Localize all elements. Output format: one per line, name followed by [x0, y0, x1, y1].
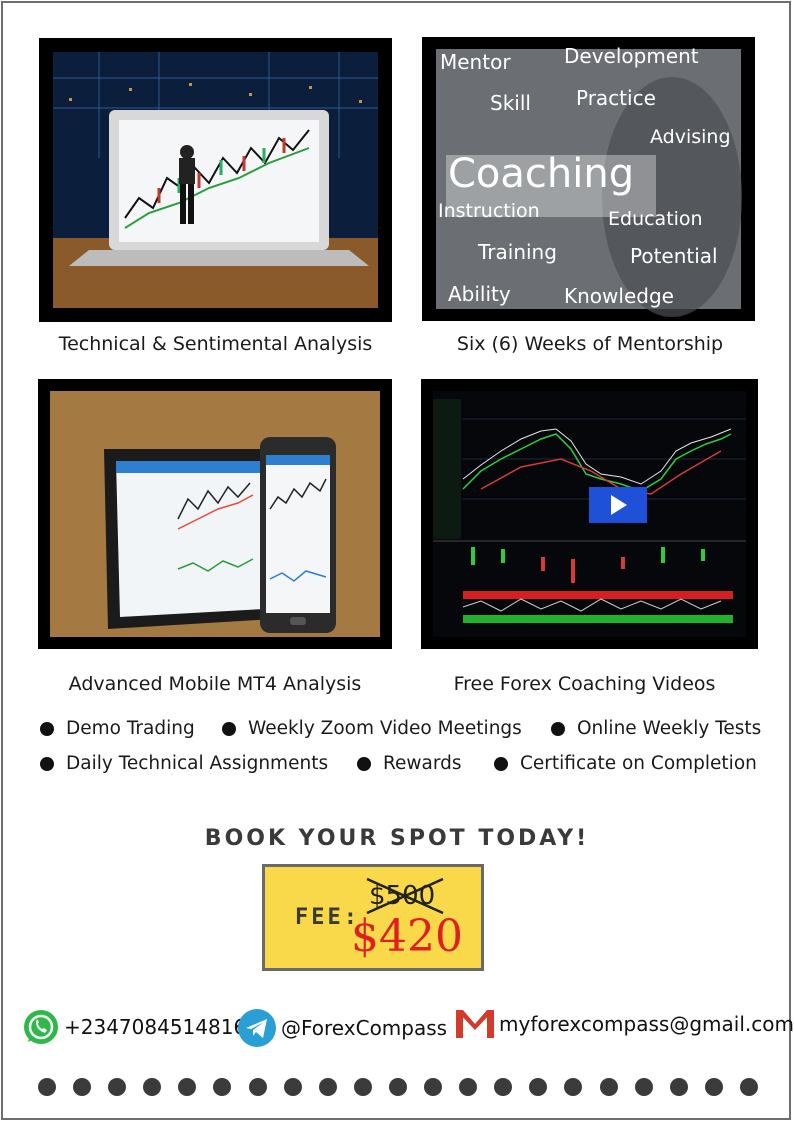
- bullet-dot: [357, 756, 371, 771]
- benefit-online-tests: Online Weekly Tests: [551, 718, 761, 739]
- benefit-certificate: Certificate on Completion: [494, 753, 757, 774]
- decorative-dot: [318, 1078, 337, 1096]
- telegram-contact[interactable]: @ForexCompass: [237, 1008, 447, 1048]
- word-potential: Potential: [630, 244, 718, 268]
- decorative-dots-row: [38, 1078, 758, 1096]
- fee-box: FEE: $500 $420: [262, 864, 484, 971]
- email-contact[interactable]: myforexcompass@gmail.com: [455, 1008, 794, 1040]
- word-mentor: Mentor: [440, 50, 511, 74]
- whatsapp-contact[interactable]: +2347084514816: [22, 1008, 246, 1046]
- feature-caption-mobile-mt4: Advanced Mobile MT4 Analysis: [68, 673, 362, 695]
- decorative-dot: [459, 1078, 478, 1096]
- decorative-dot: [283, 1078, 302, 1096]
- decorative-dot: [634, 1078, 653, 1096]
- decorative-dot: [248, 1078, 267, 1096]
- bullet-dot: [494, 756, 508, 771]
- decorative-dot: [494, 1078, 513, 1096]
- benefit-weekly-zoom: Weekly Zoom Video Meetings: [222, 718, 522, 739]
- whatsapp-number: +2347084514816: [64, 1015, 247, 1039]
- bullet-dot: [40, 756, 54, 771]
- feature-caption-videos: Free Forex Coaching Videos: [453, 673, 716, 695]
- decorative-dot: [143, 1078, 162, 1096]
- word-practice: Practice: [576, 86, 656, 110]
- bullet-dot: [222, 721, 236, 736]
- benefit-label: Weekly Zoom Video Meetings: [248, 718, 522, 739]
- decorative-dot: [529, 1078, 548, 1096]
- decorative-dot: [739, 1078, 758, 1096]
- book-spot-heading: BOOK YOUR SPOT TODAY!: [204, 826, 590, 851]
- word-knowledge: Knowledge: [564, 284, 674, 308]
- decorative-dot: [599, 1078, 618, 1096]
- benefits-row-2: Daily Technical Assignments Rewards Cert…: [0, 753, 794, 783]
- strikethrough-cross-icon: [366, 877, 444, 915]
- benefit-daily-assignments: Daily Technical Assignments: [40, 753, 328, 774]
- word-skill: Skill: [490, 91, 531, 115]
- decorative-dot: [704, 1078, 723, 1096]
- whatsapp-icon: [24, 1010, 58, 1044]
- decorative-dot: [424, 1078, 443, 1096]
- forex-chart-video-image: [421, 379, 758, 649]
- email-address: myforexcompass@gmail.com: [499, 1012, 794, 1036]
- word-ability: Ability: [448, 282, 511, 306]
- decorative-dot: [38, 1078, 56, 1096]
- word-education: Education: [608, 208, 703, 230]
- word-coaching: Coaching: [448, 151, 634, 197]
- trader-laptop-chart-image: [39, 38, 392, 322]
- new-price: $420: [351, 911, 463, 962]
- feature-caption-analysis: Technical & Sentimental Analysis: [58, 333, 373, 355]
- benefit-label: Online Weekly Tests: [577, 718, 762, 739]
- coaching-words-image: Mentor Development Skill Practice Advisi…: [422, 37, 755, 321]
- decorative-dot: [108, 1078, 127, 1096]
- benefit-rewards: Rewards: [357, 753, 462, 774]
- feature-caption-mentorship: Six (6) Weeks of Mentorship: [456, 333, 724, 355]
- decorative-dot: [213, 1078, 232, 1096]
- benefits-row-1: Demo Trading Weekly Zoom Video Meetings …: [0, 718, 794, 748]
- decorative-dot: [669, 1078, 688, 1096]
- word-instruction: Instruction: [438, 200, 540, 222]
- word-training: Training: [477, 240, 557, 264]
- mt4-tablet-phone-image: [38, 379, 392, 649]
- telegram-icon: [238, 1009, 276, 1047]
- decorative-dot: [388, 1078, 407, 1096]
- benefit-demo-trading: Demo Trading: [40, 718, 195, 739]
- word-development: Development: [564, 44, 699, 68]
- gmail-icon: [456, 1010, 494, 1038]
- fee-label: FEE:: [295, 905, 360, 930]
- decorative-dot: [178, 1078, 197, 1096]
- benefit-label: Daily Technical Assignments: [66, 753, 329, 774]
- benefit-label: Demo Trading: [66, 718, 195, 739]
- benefit-label: Rewards: [383, 753, 462, 774]
- word-advising: Advising: [650, 126, 731, 148]
- telegram-handle: @ForexCompass: [281, 1016, 448, 1040]
- decorative-dot: [564, 1078, 583, 1096]
- bullet-dot: [551, 721, 565, 736]
- bullet-dot: [40, 721, 54, 736]
- decorative-dot: [73, 1078, 92, 1096]
- benefit-label: Certificate on Completion: [520, 753, 757, 774]
- decorative-dot: [353, 1078, 372, 1096]
